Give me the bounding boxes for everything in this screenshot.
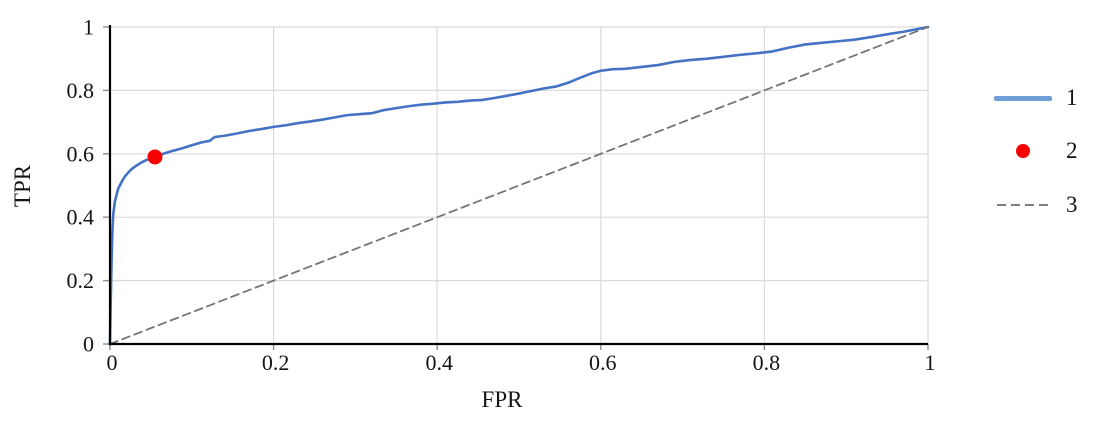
legend-label: 3 xyxy=(1066,192,1078,217)
legend-item-roc-curve: 1 xyxy=(994,86,1098,110)
legend-label: 2 xyxy=(1066,138,1078,163)
y-tick-label: 0.6 xyxy=(67,141,95,166)
y-tick-label: 0 xyxy=(83,332,94,357)
chart-legend: 1 2 3 xyxy=(994,0,1098,434)
roc-curve-swatch-icon xyxy=(994,95,1052,101)
chance-diagonal xyxy=(109,26,929,345)
legend-line-swatch xyxy=(994,95,1052,101)
x-tick-label: 0.2 xyxy=(262,350,290,375)
roc-curve xyxy=(108,25,930,346)
y-tick-label: 0.8 xyxy=(67,78,95,103)
legend-item-chance-line: 3 xyxy=(994,193,1098,217)
gridlines xyxy=(110,26,929,344)
x-tick-label: 0.8 xyxy=(753,350,781,375)
x-tick-label: 0.4 xyxy=(425,350,453,375)
legend-item-operating-point: 2 xyxy=(994,139,1098,163)
x-tick-label: 0 xyxy=(107,350,118,375)
x-tick-label: 1 xyxy=(925,350,936,375)
tick-labels: 0 0.2 0.4 0.6 0.8 1 0 0.2 0.4 0.6 0.8 1 xyxy=(67,15,936,376)
y-tick-label: 1 xyxy=(83,15,94,40)
operating-point-marker xyxy=(147,149,163,165)
legend-dash-swatch xyxy=(994,204,1052,206)
y-tick-label: 0.2 xyxy=(67,268,95,293)
chance-line-swatch-icon xyxy=(997,204,1049,206)
x-tick-label: 0.6 xyxy=(589,350,617,375)
operating-point-swatch-icon xyxy=(1016,144,1030,158)
y-tick-label: 0.4 xyxy=(67,205,95,230)
legend-label: 1 xyxy=(1066,85,1078,110)
chart-series xyxy=(108,25,930,346)
x-axis-title: FPR xyxy=(482,387,524,412)
y-axis-title: TPR xyxy=(10,164,35,207)
legend-dot-swatch xyxy=(994,144,1052,158)
